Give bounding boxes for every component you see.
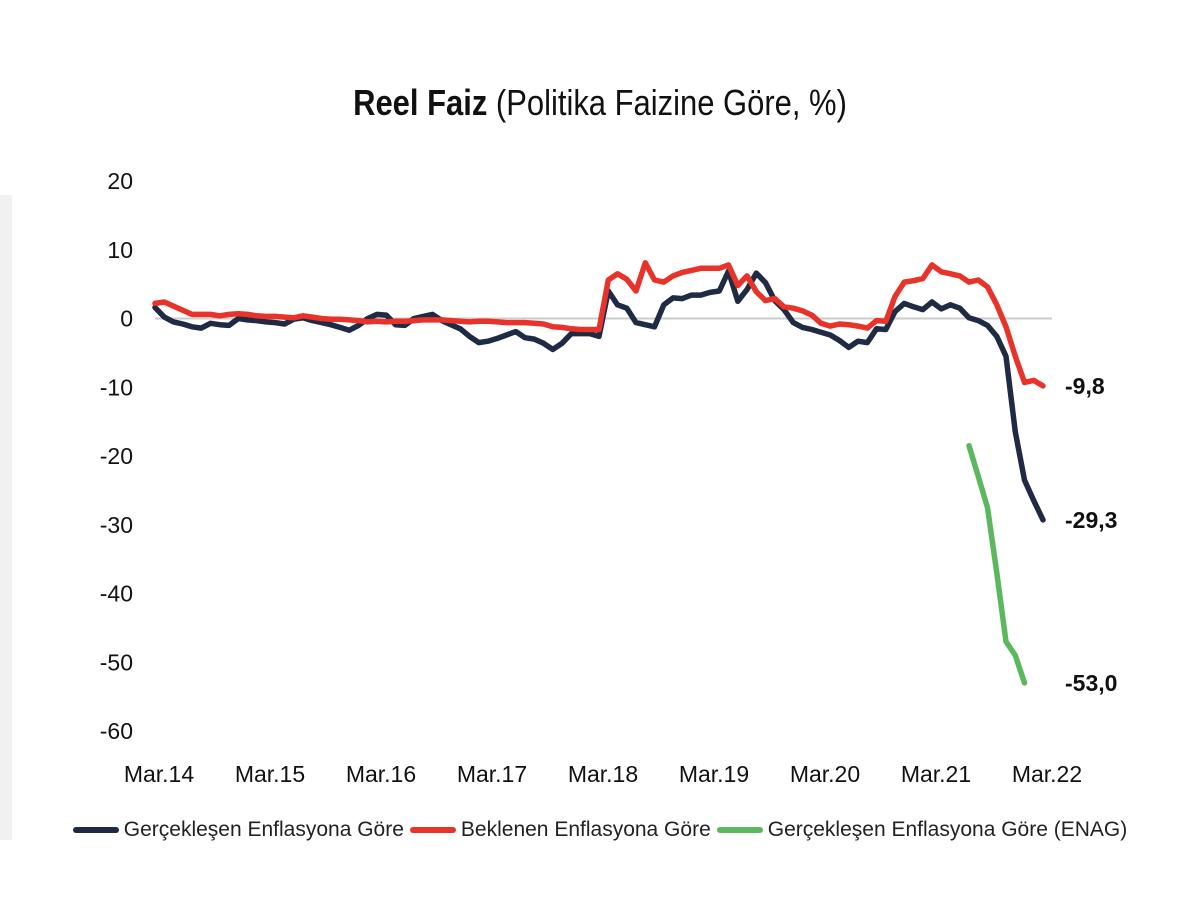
y-tick-label: 20 [107, 168, 133, 194]
legend-item-enag: Gerçekleşen Enflasyona Göre (ENAG) [716, 818, 1128, 842]
chart-legend: Gerçekleşen Enflasyona Göre Beklenen Enf… [0, 818, 1200, 842]
y-tick-label: 10 [107, 237, 133, 263]
y-tick-label: -30 [100, 512, 133, 538]
legend-label-beklenen: Beklenen Enflasyona Göre [460, 818, 711, 841]
legend-item-beklenen: Beklenen Enflasyona Göre [409, 818, 711, 842]
legend-label-enag: Gerçekleşen Enflasyona Göre (ENAG) [767, 818, 1128, 841]
y-tick-label: 0 [120, 306, 133, 332]
x-tick-label: Mar.18 [568, 761, 638, 787]
y-tick-label: -20 [100, 443, 133, 469]
legend-swatch-gercek [72, 827, 119, 833]
end-value-label: -29,3 [1065, 507, 1117, 533]
legend-swatch-enag [716, 827, 763, 833]
x-tick-label: Mar.19 [679, 761, 749, 787]
x-tick-label: Mar.20 [790, 761, 860, 787]
x-tick-label: Mar.16 [346, 761, 416, 787]
y-tick-label: -50 [100, 649, 133, 675]
x-tick-label: Mar.15 [235, 761, 305, 787]
series-line-0 [152, 268, 1046, 523]
left-edge-strip [0, 195, 12, 840]
legend-swatch-beklenen [409, 827, 456, 833]
y-tick-label: -10 [100, 374, 133, 400]
chart-title-bold: Reel Faiz [353, 82, 488, 123]
x-tick-label: Mar.22 [1012, 761, 1082, 787]
y-tick-label: -60 [100, 718, 133, 744]
x-tick-label: Mar.21 [901, 761, 971, 787]
end-value-label: -53,0 [1065, 670, 1117, 696]
x-tick-label: Mar.17 [457, 761, 527, 787]
legend-item-gercek: Gerçekleşen Enflasyona Göre [72, 818, 404, 842]
x-tick-label: Mar.14 [124, 761, 195, 787]
series-line-1 [152, 260, 1046, 389]
series-line-2 [966, 442, 1028, 686]
legend-label-gercek: Gerçekleşen Enflasyona Göre [123, 818, 404, 841]
chart-title: Reel Faiz (Politika Faizine Göre, %) [84, 82, 1116, 124]
chart-title-rest: (Politika Faizine Göre, %) [487, 82, 847, 123]
y-tick-label: -40 [100, 581, 133, 607]
end-value-label: -9,8 [1065, 373, 1105, 399]
